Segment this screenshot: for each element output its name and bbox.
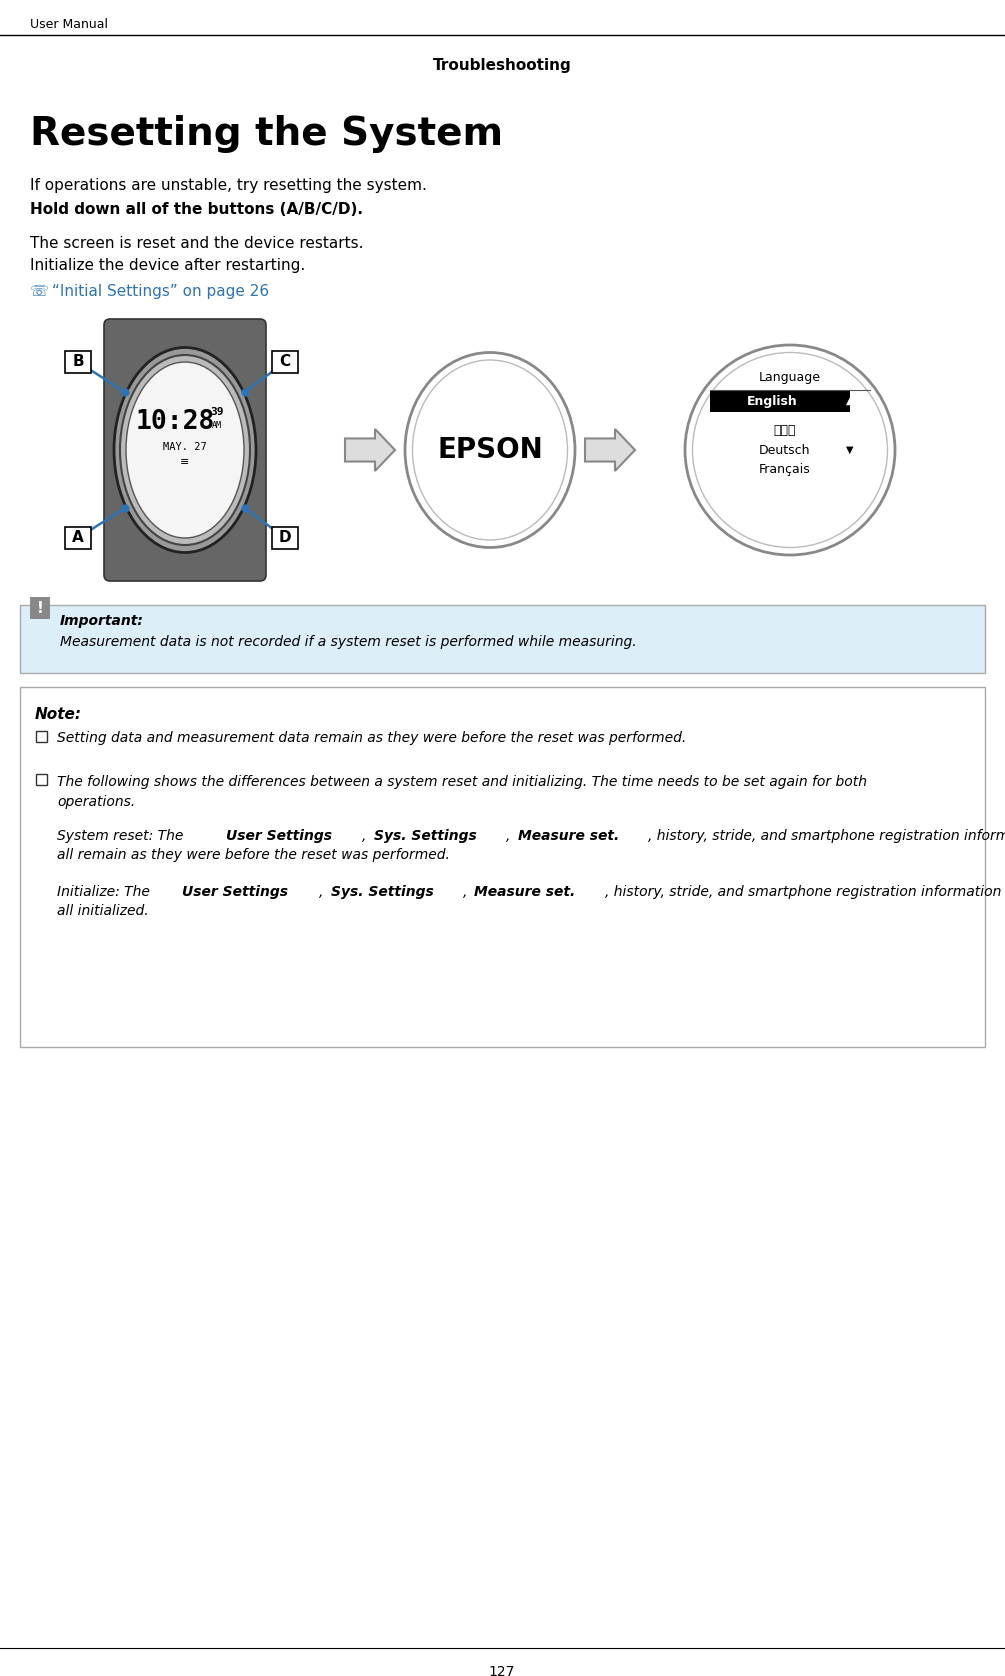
Text: , history, stride, and smartphone registration information: , history, stride, and smartphone regist…: [648, 830, 1005, 843]
Text: ,: ,: [363, 830, 371, 843]
Text: ,: ,: [320, 885, 328, 898]
Text: Important:: Important:: [60, 613, 144, 628]
Text: 39: 39: [210, 407, 224, 417]
Text: System reset: The: System reset: The: [57, 830, 188, 843]
Ellipse shape: [126, 362, 244, 538]
Text: ▼: ▼: [846, 446, 854, 454]
Text: Hold down all of the buttons (A/B/C/D).: Hold down all of the buttons (A/B/C/D).: [30, 203, 363, 216]
Text: User Settings: User Settings: [183, 885, 288, 898]
Text: !: !: [36, 602, 43, 617]
Bar: [20, 605, 985, 674]
Text: ☏: ☏: [30, 283, 49, 298]
Text: AM: AM: [212, 421, 222, 431]
Text: Français: Français: [759, 464, 811, 476]
Text: 日本語: 日本語: [774, 424, 796, 436]
Ellipse shape: [120, 355, 250, 545]
Ellipse shape: [692, 352, 887, 548]
Text: 10:28: 10:28: [136, 409, 215, 436]
Text: Setting data and measurement data remain as they were before the reset was perfo: Setting data and measurement data remain…: [57, 731, 686, 746]
Text: , history, stride, and smartphone registration information are: , history, stride, and smartphone regist…: [605, 885, 1005, 898]
Polygon shape: [585, 429, 635, 471]
Bar: [65, 526, 91, 550]
Text: all initialized.: all initialized.: [57, 903, 149, 918]
Text: Initialize: The: Initialize: The: [57, 885, 154, 898]
Ellipse shape: [412, 360, 568, 540]
Bar: [272, 350, 298, 374]
Text: all remain as they were before the reset was performed.: all remain as they were before the reset…: [57, 848, 450, 861]
Text: MAY. 27: MAY. 27: [163, 442, 207, 453]
Text: 127: 127: [488, 1664, 516, 1676]
Text: Language: Language: [759, 372, 821, 384]
Text: Initialize the device after restarting.: Initialize the device after restarting.: [30, 258, 306, 273]
Bar: [710, 391, 850, 412]
Text: Troubleshooting: Troubleshooting: [432, 59, 572, 74]
FancyBboxPatch shape: [104, 318, 266, 582]
Bar: [30, 597, 50, 618]
Ellipse shape: [114, 347, 256, 553]
Text: Sys. Settings: Sys. Settings: [331, 885, 433, 898]
Ellipse shape: [405, 352, 575, 548]
Ellipse shape: [685, 345, 895, 555]
Polygon shape: [345, 429, 395, 471]
Text: Note:: Note:: [35, 707, 82, 722]
Text: The following shows the differences between a system reset and initializing. The: The following shows the differences betw…: [57, 774, 867, 789]
Text: The screen is reset and the device restarts.: The screen is reset and the device resta…: [30, 236, 364, 251]
Text: ▲: ▲: [846, 396, 854, 406]
Text: Resetting the System: Resetting the System: [30, 116, 504, 153]
Text: ≡: ≡: [180, 458, 190, 468]
Bar: [65, 350, 91, 374]
Text: B: B: [72, 355, 83, 369]
Text: D: D: [278, 531, 291, 545]
Text: operations.: operations.: [57, 794, 136, 810]
Text: Measure set.: Measure set.: [474, 885, 576, 898]
Text: User Manual: User Manual: [30, 18, 108, 30]
Text: Measure set.: Measure set.: [518, 830, 619, 843]
Text: “Initial Settings” on page 26: “Initial Settings” on page 26: [52, 283, 269, 298]
Text: ,: ,: [463, 885, 472, 898]
Text: If operations are unstable, try resetting the system.: If operations are unstable, try resettin…: [30, 178, 427, 193]
Text: A: A: [72, 531, 83, 545]
Bar: [36, 774, 47, 784]
Text: English: English: [747, 394, 797, 407]
Text: User Settings: User Settings: [226, 830, 332, 843]
Bar: [272, 526, 298, 550]
Text: Sys. Settings: Sys. Settings: [374, 830, 476, 843]
Bar: [20, 687, 985, 1048]
Text: EPSON: EPSON: [437, 436, 543, 464]
Text: ,: ,: [507, 830, 516, 843]
Bar: [36, 731, 47, 742]
Text: C: C: [279, 355, 290, 369]
Text: Measurement data is not recorded if a system reset is performed while measuring.: Measurement data is not recorded if a sy…: [60, 635, 636, 649]
Text: Deutsch: Deutsch: [759, 444, 811, 456]
